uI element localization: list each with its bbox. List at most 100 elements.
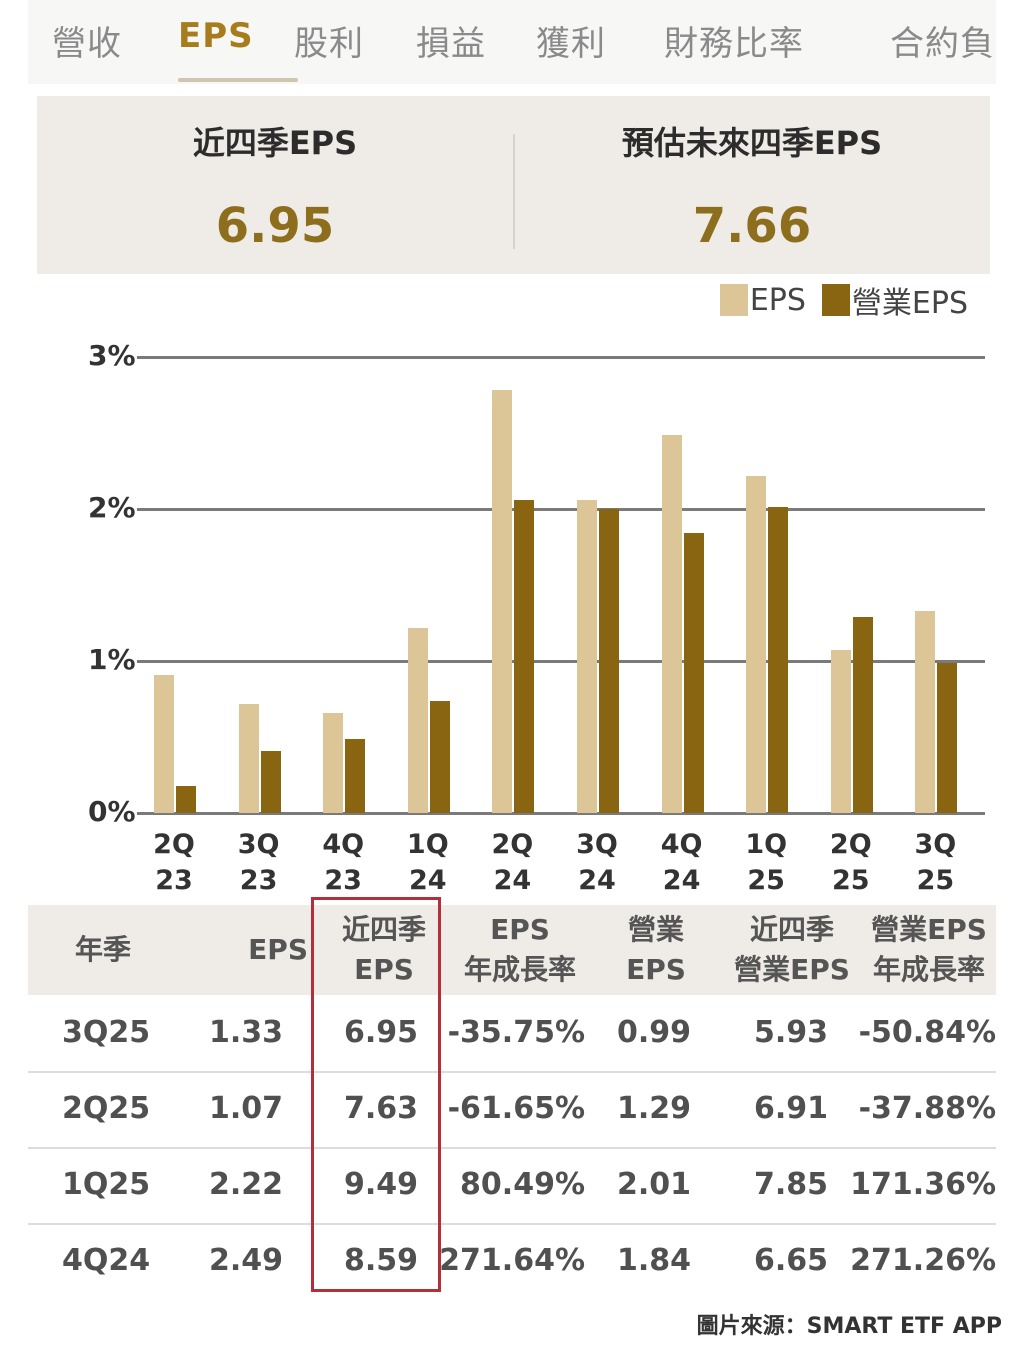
- trailing-eps-title: 近四季EPS: [192, 124, 358, 162]
- bar-eps: [661, 434, 682, 813]
- cell-col-trailing-operating-eps: 6.91: [753, 1091, 828, 1126]
- tab-bar: 營收 EPS 股利 損益 獲利 財務比率 合約負: [28, 0, 996, 84]
- bar-eps: [577, 499, 597, 813]
- cell-col-trailing-eps: 6.95: [343, 1015, 418, 1050]
- cell-col-operating-eps: 1.84: [616, 1243, 691, 1278]
- table-row: 2Q25 1.07 7.63 -61.65% 1.29 6.91 -37.88%: [28, 1071, 996, 1149]
- legend-label-eps: EPS: [749, 282, 806, 318]
- y-axis-tick-label: 3%: [88, 339, 136, 372]
- bar-eps: [323, 712, 344, 813]
- x-axis-tick-label: 2Q 24: [491, 829, 534, 896]
- bar-operating-eps: [429, 700, 450, 813]
- cell-col-trailing-operating-eps: 5.93: [753, 1015, 828, 1050]
- tab-dividend[interactable]: 股利: [294, 24, 364, 64]
- header-col-quarter: 年季: [74, 933, 131, 966]
- cell-col-trailing-operating-eps: 7.85: [753, 1167, 828, 1202]
- cell-col-eps: 1.33: [208, 1015, 283, 1050]
- x-axis-tick-label: 3Q 24: [576, 829, 618, 896]
- cell-col-eps-yoy: -61.65%: [447, 1091, 585, 1126]
- cell-col-operating-eps-yoy: 271.26%: [850, 1243, 996, 1278]
- y-axis-tick-label: 2%: [88, 491, 136, 524]
- cell-col-eps: 2.22: [208, 1167, 283, 1202]
- x-axis-tick-label: 2Q 23: [153, 829, 195, 896]
- y-axis-tick-label: 0%: [88, 795, 136, 828]
- table-row: 1Q25 2.22 9.49 80.49% 2.01 7.85 171.36%: [28, 1147, 996, 1225]
- tab-income[interactable]: 損益: [416, 24, 486, 64]
- bar-eps: [830, 650, 851, 813]
- gridline: [137, 356, 985, 359]
- trailing-four-quarters-eps: 近四季EPS 6.95: [37, 96, 513, 274]
- x-axis-tick-label: 4Q 23: [322, 829, 365, 896]
- x-axis-tick-label: 4Q 24: [660, 829, 703, 896]
- tab-eps[interactable]: EPS: [178, 16, 254, 56]
- gridline: [137, 660, 985, 663]
- legend-label-operating-eps: 營業EPS: [851, 286, 968, 321]
- tab-contract-liabilities[interactable]: 合約負: [890, 24, 995, 64]
- header-col-trailing-eps: 近四季 EPS: [341, 913, 426, 986]
- cell-col-quarter: 1Q25: [62, 1167, 151, 1202]
- cell-col-operating-eps-yoy: -50.84%: [858, 1015, 996, 1050]
- eps-bar-chart: 0% 1% 2% 3% 2Q 23 3Q 23 4Q 23 1Q 24 2Q 24 3Q 24 4Q 24 1Q 25…: [0, 330, 1024, 900]
- cell-col-quarter: 4Q24: [62, 1243, 151, 1278]
- cell-col-operating-eps: 0.99: [616, 1015, 691, 1050]
- cell-col-trailing-eps: 9.49: [343, 1167, 418, 1202]
- y-axis-tick-label: 1%: [88, 643, 136, 676]
- cell-col-operating-eps: 2.01: [616, 1167, 691, 1202]
- cell-col-eps-yoy: 80.49%: [460, 1167, 585, 1202]
- bar-eps: [407, 627, 428, 813]
- table-header: 年季 EPS 近四季 EPS EPS 年成長率 營業 EPS 近四季 營業EPS 營業EPS 年成長率: [28, 905, 996, 995]
- bar-operating-eps: [345, 738, 366, 813]
- tab-revenue[interactable]: 營收: [52, 24, 122, 64]
- forecast-four-quarters-eps: 預估未來四季EPS 7.66: [514, 96, 990, 274]
- header-col-eps: EPS: [248, 933, 308, 966]
- bar-operating-eps: [514, 499, 535, 813]
- header-col-operating-eps-yoy: 營業EPS 年成長率: [871, 913, 987, 986]
- forecast-eps-value: 7.66: [692, 198, 812, 254]
- bar-eps: [154, 674, 174, 813]
- cell-col-operating-eps: 1.29: [616, 1091, 691, 1126]
- header-col-operating-eps: 營業 EPS: [626, 913, 686, 986]
- bar-eps: [492, 390, 513, 813]
- bar-operating-eps: [176, 785, 196, 813]
- trailing-eps-value: 6.95: [215, 198, 335, 254]
- x-axis-tick-label: 1Q 25: [745, 829, 788, 896]
- bar-eps: [238, 703, 259, 813]
- cell-col-eps: 1.07: [208, 1091, 283, 1126]
- active-tab-indicator: [178, 78, 298, 82]
- cell-col-trailing-operating-eps: 6.65: [753, 1243, 828, 1278]
- legend-item-operating-eps: 營業EPS: [821, 278, 968, 322]
- cell-col-quarter: 3Q25: [62, 1015, 151, 1050]
- cell-col-operating-eps-yoy: 171.36%: [850, 1167, 996, 1202]
- bar-operating-eps: [683, 533, 704, 813]
- x-axis-tick-label: 2Q 25: [829, 829, 872, 896]
- bar-eps: [746, 475, 767, 813]
- cell-col-operating-eps-yoy: -37.88%: [858, 1091, 996, 1126]
- table-row: 3Q25 1.33 6.95 -35.75% 0.99 5.93 -50.84%: [28, 995, 996, 1073]
- cell-col-quarter: 2Q25: [62, 1091, 151, 1126]
- highlight-box-trailing-eps: [311, 897, 441, 1292]
- image-source-caption: 圖片來源：SMART ETF APP: [696, 1314, 1002, 1339]
- forecast-eps-title: 預估未來四季EPS: [621, 124, 883, 162]
- summary-divider: [513, 134, 515, 249]
- bar-operating-eps: [260, 750, 281, 813]
- eps-summary-card: 近四季EPS 6.95 預估未來四季EPS 7.66: [37, 96, 990, 274]
- table-row: 4Q24 2.49 8.59 271.64% 1.84 6.65 271.26%: [28, 1223, 996, 1299]
- gridline: [137, 812, 985, 815]
- cell-col-trailing-eps: 8.59: [343, 1243, 418, 1278]
- tab-profit[interactable]: 獲利: [536, 24, 606, 64]
- bar-operating-eps: [768, 507, 789, 813]
- x-axis-tick-label: 1Q 24: [406, 829, 449, 896]
- legend-item-eps: EPS: [719, 282, 806, 318]
- header-col-trailing-operating-eps: 近四季 營業EPS: [734, 913, 850, 986]
- bar-operating-eps: [852, 616, 873, 813]
- tab-financial-ratio[interactable]: 財務比率: [664, 24, 804, 64]
- bar-operating-eps: [937, 662, 958, 813]
- gridline: [137, 508, 985, 511]
- header-col-eps-yoy: EPS 年成長率: [463, 913, 576, 986]
- cell-col-trailing-eps: 7.63: [343, 1091, 418, 1126]
- legend-swatch-operating-eps: [821, 284, 850, 316]
- legend-swatch-eps: [719, 284, 748, 316]
- chart-legend: EPS 營業EPS: [710, 282, 968, 321]
- cell-col-eps-yoy: -35.75%: [447, 1015, 585, 1050]
- bar-eps: [915, 610, 936, 813]
